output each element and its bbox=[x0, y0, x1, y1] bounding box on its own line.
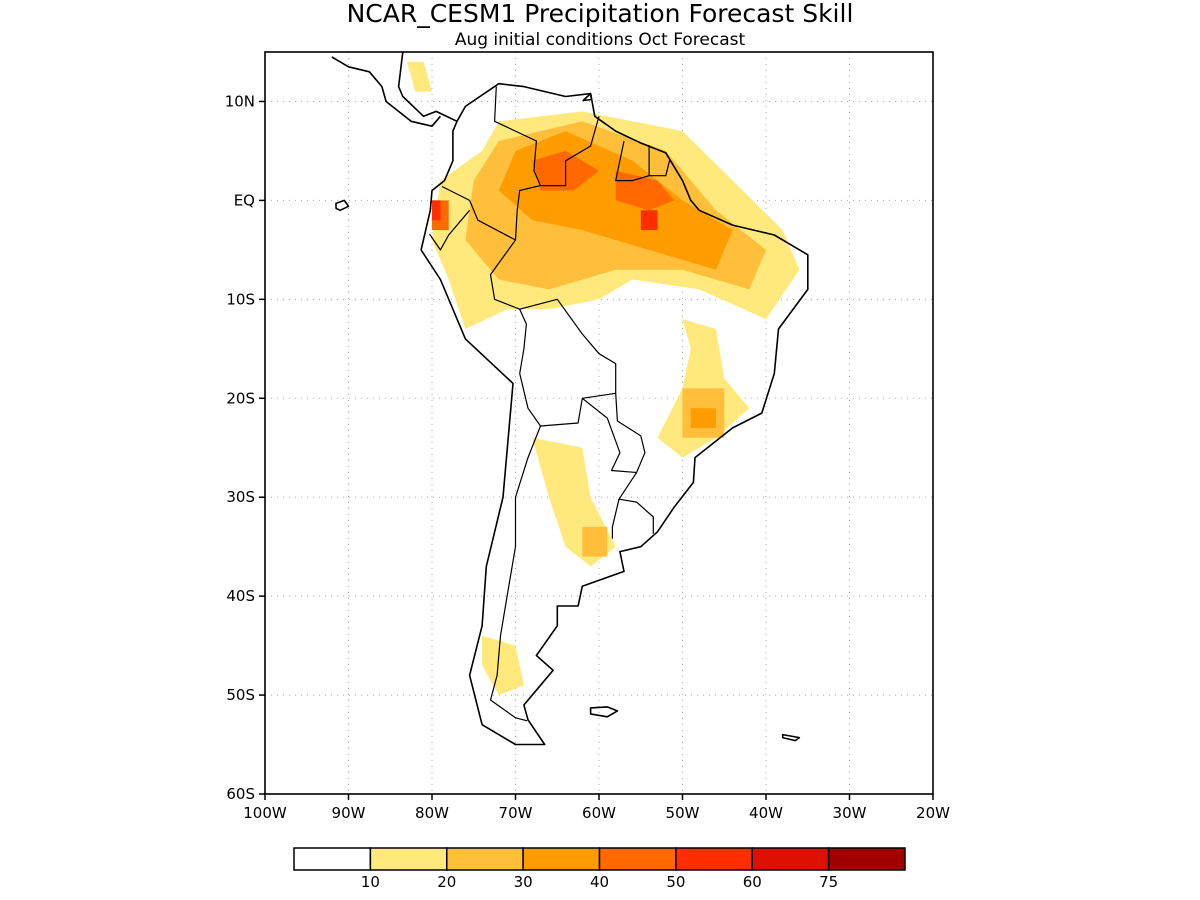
legend-swatch bbox=[598, 847, 677, 871]
coastlines bbox=[331, 52, 809, 746]
lon-tick-label: 50W bbox=[666, 804, 700, 822]
border-ecuador-peru bbox=[429, 209, 471, 251]
border-bolivia-chile-argentina bbox=[519, 373, 616, 427]
border-colombia-venezuela bbox=[494, 86, 542, 186]
lon-tick-label: 30W bbox=[833, 804, 867, 822]
border-chile-argentina bbox=[489, 425, 542, 722]
skill-region-level-5 bbox=[640, 210, 658, 231]
legend-swatch bbox=[675, 847, 753, 871]
border-bolivia-brazil bbox=[519, 298, 617, 394]
skill-region-level-1 bbox=[657, 319, 750, 458]
legend-swatch bbox=[369, 847, 448, 871]
coastline-south-georgia bbox=[781, 733, 801, 742]
border-colombia-ecuador-peru bbox=[441, 185, 516, 241]
lat-tick-label: 30S bbox=[226, 488, 255, 506]
skill-region-level-1 bbox=[406, 61, 432, 92]
legend-swatch bbox=[446, 847, 524, 871]
border-venezuela-guyana-brazil bbox=[540, 116, 600, 187]
lat-tick-label: 10N bbox=[225, 92, 255, 110]
lon-tick-label: 100W bbox=[243, 804, 287, 822]
legend-label: 60 bbox=[743, 873, 762, 891]
country-borders bbox=[429, 86, 671, 722]
legend-label: 10 bbox=[361, 873, 380, 891]
color-legend: 10 20 30 40 50 60 75 bbox=[293, 847, 906, 891]
legend-swatch bbox=[751, 847, 830, 871]
border-colombia-brazil bbox=[514, 185, 541, 241]
border-guyana-suriname-fg bbox=[615, 140, 650, 182]
legend-label: 30 bbox=[514, 873, 533, 891]
legend-swatch bbox=[522, 847, 601, 871]
skill-region-level-3 bbox=[690, 408, 716, 428]
lon-tick-label: 20W bbox=[916, 804, 950, 822]
border-uruguay bbox=[611, 498, 654, 539]
coastline-galapagos bbox=[335, 199, 350, 212]
lon-tick-label: 40W bbox=[749, 804, 783, 822]
lat-tick-label: 20S bbox=[226, 389, 255, 407]
border-french-guiana bbox=[649, 158, 671, 177]
legend-label: 50 bbox=[666, 873, 685, 891]
lat-tick-label: 40S bbox=[226, 587, 255, 605]
legend-label: 75 bbox=[819, 873, 838, 891]
legend-label: 20 bbox=[437, 873, 456, 891]
legend-swatch bbox=[827, 847, 906, 871]
map-subtitle: Aug initial conditions Oct Forecast bbox=[455, 30, 746, 50]
legend-label: 40 bbox=[590, 873, 609, 891]
lat-tick-label: 60S bbox=[226, 785, 255, 803]
coastline-south-america bbox=[420, 82, 809, 746]
lat-tick-label: EQ bbox=[234, 191, 255, 209]
coastline-trinidad bbox=[582, 92, 593, 102]
skill-region-level-1 bbox=[482, 635, 524, 696]
lon-tick-label: 60W bbox=[582, 804, 616, 822]
lat-tick-label: 10S bbox=[226, 290, 255, 308]
lon-tick-label: 90W bbox=[332, 804, 366, 822]
coastline-falklands bbox=[589, 706, 619, 718]
coastline-central-america-pacific bbox=[331, 56, 442, 127]
lon-tick-label: 80W bbox=[415, 804, 449, 822]
skill-shading bbox=[406, 61, 800, 696]
skill-region-level-5 bbox=[432, 200, 441, 221]
lat-tick-label: 50S bbox=[226, 686, 255, 704]
lon-tick-label: 70W bbox=[499, 804, 533, 822]
legend-swatch bbox=[293, 847, 372, 871]
map-title: NCAR_CESM1 Precipitation Forecast Skill bbox=[347, 0, 854, 28]
skill-region-level-2 bbox=[582, 526, 608, 557]
border-argentina-brazil bbox=[618, 472, 638, 500]
coastline-central-america bbox=[397, 52, 458, 123]
